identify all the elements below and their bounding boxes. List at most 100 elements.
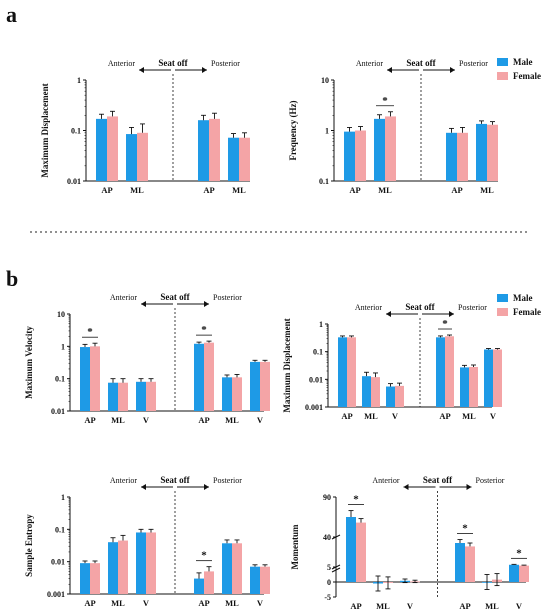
chart-a2-bar-male-posterior-ml: [476, 123, 487, 181]
chart-a2-ytick-label-0: 0.1: [319, 177, 329, 186]
chart-b4-arrowhead-posterior: [466, 484, 472, 490]
chart-a1-ytick-label-0: 0.01: [67, 177, 81, 186]
chart-b1-category-label: AP: [84, 415, 95, 425]
chart-a1-category-label: AP: [203, 185, 214, 195]
chart-b2-bar-male-posterior-ml: [460, 367, 469, 407]
chart-b3-ytick-label-2: 0.1: [55, 525, 65, 534]
chart-b3-bar-female-anterior-ml: [118, 540, 128, 594]
legend-swatch-male: [497, 58, 508, 66]
chart-b3-category-label: ML: [225, 598, 239, 608]
chart-b1-ytick-label-0: 0.01: [51, 407, 65, 416]
chart-a2-bar-female-posterior-ap: [457, 132, 468, 181]
chart-b4-axis-break: [331, 564, 341, 570]
chart-b4-sig-star: *: [353, 494, 359, 506]
chart-b4-ytick-label-1: 0: [327, 578, 331, 587]
chart-b2-bar-female-anterior-v: [395, 385, 404, 407]
chart-b2-bar-female-posterior-ap: [445, 336, 454, 407]
chart-b4-category-label: ML: [485, 601, 499, 609]
chart-a2-bar-female-anterior-ap: [355, 130, 366, 181]
chart-b3-bar-female-posterior-ap: [204, 571, 214, 594]
chart-b1-bar-female-posterior-ap: [204, 342, 214, 411]
chart-b4-ytick-label-0: -5: [324, 593, 331, 602]
chart-b2-ytick-label-2: 0.1: [313, 348, 323, 357]
chart-b3-posterior-label: Posterior: [213, 476, 242, 485]
chart-b3-bar-male-posterior-v: [250, 566, 260, 594]
chart-b1-category-label: V: [143, 415, 150, 425]
chart-b3-seat-off-label: Seat off: [160, 475, 190, 485]
chart-b1-ytick-label-2: 1: [61, 342, 65, 351]
chart-b1-bar-male-posterior-ap: [194, 343, 204, 411]
chart-b1-anterior-label: Anterior: [110, 293, 137, 302]
chart-b3-category-label: AP: [84, 598, 95, 608]
chart-b2-bar-male-anterior-ml: [362, 376, 371, 407]
chart-a2-bar-male-posterior-ap: [446, 132, 457, 181]
chart-b1-bar-male-anterior-ap: [80, 347, 90, 411]
chart-b2-ylabel: Maximum Displacement: [282, 318, 292, 412]
chart-b4-sig-star: *: [516, 547, 522, 559]
chart-b4-anterior-label: Anterior: [372, 476, 399, 485]
chart-b3-arrowhead-posterior: [204, 484, 209, 490]
chart-b3-arrowhead-anterior: [141, 484, 146, 490]
chart-a2-arrowhead-anterior: [387, 67, 392, 73]
chart-a1-bar-male-posterior-ml: [228, 137, 239, 181]
chart-b1-category-label: V: [257, 415, 264, 425]
chart-b3-sig-star: *: [201, 550, 207, 562]
chart-b3-bar-female-anterior-ap: [90, 563, 100, 594]
chart-b4-category-label: V: [407, 601, 414, 609]
chart-b1-seat-off-label: Seat off: [160, 292, 190, 302]
chart-b1-sig-star: *: [201, 324, 207, 336]
chart-b4-bar-female-anterior-ap: [356, 522, 366, 582]
chart-b1-arrowhead-anterior: [141, 301, 146, 307]
chart-b3-bar-female-posterior-v: [260, 566, 270, 594]
chart-b1-category-label: ML: [225, 415, 239, 425]
chart-a1-bar-female-anterior-ap: [107, 116, 118, 181]
chart-b3-ylabel: Sample Entropy: [24, 514, 34, 577]
chart-b2-arrowhead-posterior: [449, 311, 454, 317]
chart-b3-bar-male-posterior-ap: [194, 578, 204, 594]
legend-label-female: Female: [513, 71, 541, 81]
chart-b3-category-label: AP: [198, 598, 209, 608]
chart-b4-bar-female-posterior-ap: [465, 546, 475, 582]
legend-label-male: Male: [513, 293, 533, 303]
chart-a2-bar-female-posterior-ml: [487, 124, 498, 181]
chart-b2-category-label: V: [490, 411, 497, 421]
chart-a1-posterior-label: Posterior: [211, 59, 240, 68]
chart-b1-bar-female-posterior-ml: [232, 377, 242, 411]
chart-b4-category-label: ML: [376, 601, 390, 609]
chart-a1-bar-female-posterior-ml: [239, 137, 250, 181]
chart-b3-anterior-label: Anterior: [110, 476, 137, 485]
chart-b2-ytick-label-1: 0.01: [309, 375, 323, 384]
chart-b2-category-label: V: [392, 411, 399, 421]
chart-b4-arrowhead-anterior: [403, 484, 409, 490]
chart-a1-bar-male-anterior-ml: [126, 134, 137, 181]
chart-b1-ytick-label-1: 0.1: [55, 375, 65, 384]
chart-b4-category-label: AP: [459, 601, 470, 609]
chart-a1-category-label: ML: [232, 185, 246, 195]
chart-b2-category-label: AP: [341, 411, 352, 421]
panel-label-b: b: [6, 266, 18, 291]
chart-b3-ytick-label-1: 0.01: [51, 558, 65, 567]
chart-b1-bar-female-anterior-ml: [118, 382, 128, 411]
chart-b1-bar-male-anterior-ml: [108, 382, 118, 411]
legend-label-female: Female: [513, 307, 541, 317]
chart-b4-bar-female-posterior-v: [519, 565, 529, 582]
chart-a1-ytick-label-1: 0.1: [71, 127, 81, 136]
chart-b2-seat-off-label: Seat off: [405, 302, 435, 312]
chart-b1-posterior-label: Posterior: [213, 293, 242, 302]
chart-a2-category-label: AP: [451, 185, 462, 195]
chart-b4-axis-break: [331, 567, 341, 573]
chart-b2-sig-star: *: [442, 318, 448, 330]
chart-b4-ytick-label-4: 90: [323, 493, 331, 502]
chart-b2-bar-male-anterior-ap: [338, 337, 347, 407]
panel-label-a: a: [6, 2, 17, 27]
chart-b2-arrowhead-anterior: [386, 311, 391, 317]
chart-a2-sig-star: *: [382, 95, 388, 107]
chart-a1-category-label: ML: [130, 185, 144, 195]
chart-b1-bar-male-anterior-v: [136, 381, 146, 411]
chart-b4-seat-off-label: Seat off: [423, 475, 453, 485]
chart-b1-arrowhead-posterior: [204, 301, 209, 307]
chart-b1-sig-star: *: [87, 326, 93, 338]
chart-b4-ytick-label-2: 5: [327, 563, 331, 572]
chart-b2-anterior-label: Anterior: [355, 303, 382, 312]
